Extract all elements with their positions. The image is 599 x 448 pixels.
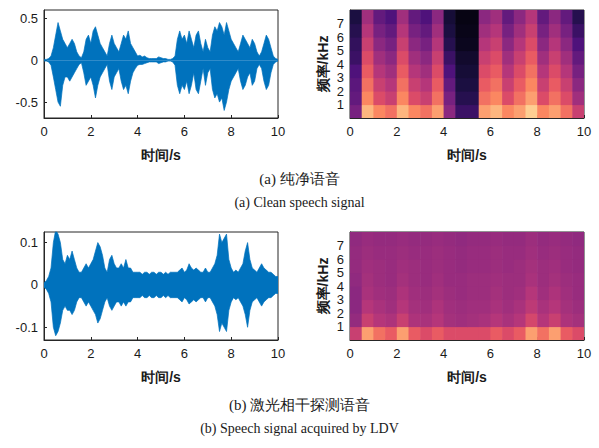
svg-text:时间/s: 时间/s bbox=[141, 369, 181, 385]
svg-text:10: 10 bbox=[271, 124, 285, 139]
svg-text:(b) 激光相干探测语音: (b) 激光相干探测语音 bbox=[229, 397, 370, 414]
svg-text:0.5: 0.5 bbox=[20, 11, 38, 26]
svg-text:2: 2 bbox=[337, 306, 344, 321]
svg-text:6: 6 bbox=[337, 252, 344, 267]
svg-text:(a) Clean speech signal: (a) Clean speech signal bbox=[234, 195, 364, 211]
svg-text:0: 0 bbox=[31, 277, 38, 292]
svg-text:8: 8 bbox=[228, 124, 235, 139]
svg-text:8: 8 bbox=[534, 346, 541, 361]
svg-text:5: 5 bbox=[337, 265, 344, 280]
svg-text:2: 2 bbox=[87, 124, 94, 139]
svg-text:0: 0 bbox=[40, 346, 47, 361]
svg-text:3: 3 bbox=[337, 292, 344, 307]
svg-text:4: 4 bbox=[134, 346, 141, 361]
svg-text:时间/s: 时间/s bbox=[447, 369, 487, 385]
svg-text:6: 6 bbox=[487, 346, 494, 361]
svg-text:7: 7 bbox=[337, 238, 344, 253]
svg-text:4: 4 bbox=[134, 124, 141, 139]
svg-text:10: 10 bbox=[577, 346, 591, 361]
svg-text:0: 0 bbox=[31, 53, 38, 68]
svg-text:4: 4 bbox=[337, 57, 344, 72]
svg-text:2: 2 bbox=[337, 84, 344, 99]
svg-text:-0.5: -0.5 bbox=[16, 95, 38, 110]
svg-text:2: 2 bbox=[87, 346, 94, 361]
svg-text:时间/s: 时间/s bbox=[447, 147, 487, 163]
svg-text:4: 4 bbox=[440, 124, 447, 139]
svg-text:8: 8 bbox=[534, 124, 541, 139]
svg-text:频率/kHz: 频率/kHz bbox=[315, 258, 331, 316]
svg-text:2: 2 bbox=[393, 124, 400, 139]
svg-text:2: 2 bbox=[393, 346, 400, 361]
svg-text:10: 10 bbox=[271, 346, 285, 361]
svg-text:10: 10 bbox=[577, 124, 591, 139]
svg-text:4: 4 bbox=[337, 279, 344, 294]
svg-text:-0.1: -0.1 bbox=[16, 320, 38, 335]
svg-text:3: 3 bbox=[337, 70, 344, 85]
svg-text:8: 8 bbox=[228, 346, 235, 361]
svg-text:5: 5 bbox=[337, 43, 344, 58]
svg-text:0: 0 bbox=[346, 346, 353, 361]
svg-text:(b) Speech signal acquired by: (b) Speech signal acquired by LDV bbox=[200, 421, 399, 437]
svg-text:1: 1 bbox=[337, 97, 344, 112]
svg-text:6: 6 bbox=[487, 124, 494, 139]
svg-text:6: 6 bbox=[337, 30, 344, 45]
svg-text:7: 7 bbox=[337, 16, 344, 31]
svg-text:0: 0 bbox=[346, 124, 353, 139]
svg-text:0.1: 0.1 bbox=[20, 235, 38, 250]
svg-text:1: 1 bbox=[337, 319, 344, 334]
svg-text:6: 6 bbox=[181, 124, 188, 139]
svg-text:4: 4 bbox=[440, 346, 447, 361]
svg-text:0: 0 bbox=[40, 124, 47, 139]
svg-text:频率/kHz: 频率/kHz bbox=[315, 36, 331, 94]
svg-text:时间/s: 时间/s bbox=[141, 147, 181, 163]
svg-text:(a) 纯净语音: (a) 纯净语音 bbox=[259, 171, 339, 188]
svg-text:6: 6 bbox=[181, 346, 188, 361]
